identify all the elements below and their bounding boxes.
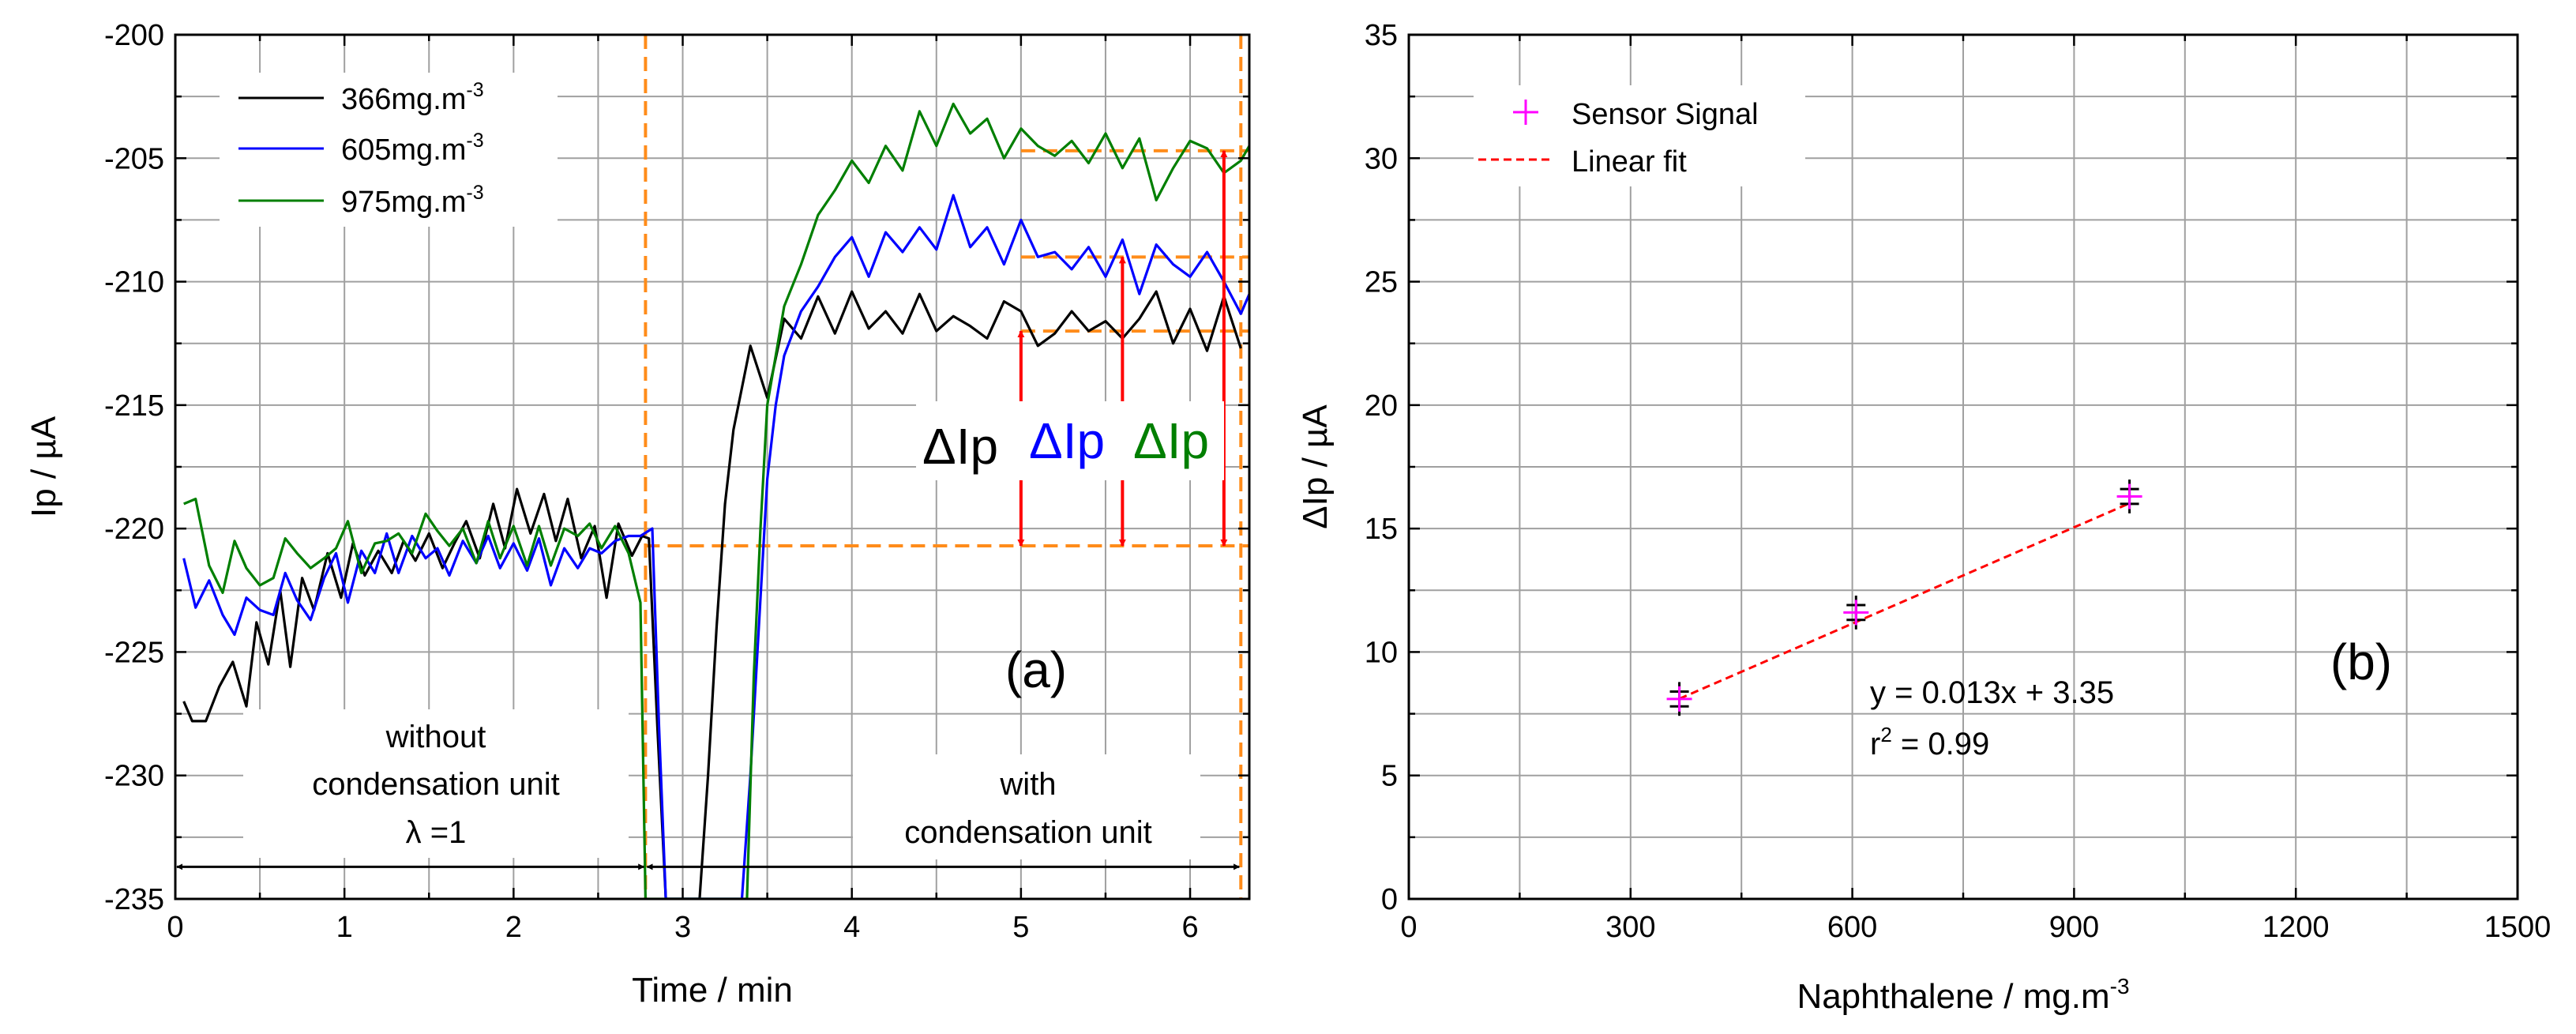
series-a [182, 102, 1249, 899]
ticks-b: 0 300 600 900 1200 1500 0 5 10 15 20 25 30 35 [1365, 19, 2552, 944]
a-ytick-label: -235 [104, 883, 164, 916]
svg-text:without: without [385, 720, 486, 754]
b-xtick-label: 1500 [2484, 911, 2552, 944]
delta-label-605: ΔIp [1029, 412, 1105, 469]
a-xtick-label: 3 [674, 911, 691, 944]
series-line-2 [183, 102, 1249, 899]
b-ytick-label: 20 [1365, 389, 1398, 423]
legend-label-975: 975mg.m-3 [341, 182, 484, 219]
a-xtick-label: 0 [167, 911, 183, 944]
annotation-without-condensation: without condensation unit λ =1 [243, 709, 629, 858]
panel-label-b: (b) [2330, 634, 2392, 690]
sensor-signal-point [1666, 686, 1692, 712]
a-ytick-label: -200 [104, 19, 164, 52]
b-ytick-label: 35 [1365, 19, 1398, 52]
b-ytick-label: 15 [1365, 513, 1398, 546]
y-axis-label-a: Ip / µA [24, 415, 63, 517]
b-xtick-label: 600 [1827, 911, 1877, 944]
svg-text:with: with [999, 767, 1056, 802]
b-ytick-label: 25 [1365, 266, 1398, 299]
b-xtick-label: 300 [1605, 911, 1655, 944]
chart-a: 0 1 2 3 4 5 6-235-230-225-220-215-210-205-200 … [24, 19, 1251, 1010]
linear-fit-line [1678, 502, 2131, 700]
svg-text:λ =1: λ =1 [406, 815, 467, 850]
delta-label-975: ΔIp [1133, 412, 1209, 469]
chart-b: 0 300 600 900 1200 1500 0 5 10 15 20 25 30 35 Sensor … [1296, 19, 2551, 1016]
a-ytick-label: -215 [104, 389, 164, 423]
series-line-1 [182, 194, 1249, 899]
legend-a: 366mg.m-3 605mg.m-3 975mg.m-3 [220, 73, 558, 227]
legend-label-sensor-signal: Sensor Signal [1572, 98, 1759, 131]
sensor-signal-point [1843, 600, 1869, 626]
x-axis-label-b: Naphthalene / mg.m-3 [1797, 974, 2129, 1016]
a-ytick-label: -225 [104, 636, 164, 669]
a-ytick-label: -230 [104, 760, 164, 793]
a-xtick-label: 5 [1012, 911, 1029, 944]
y-axis-label-b: ΔIp / µA [1296, 404, 1335, 529]
legend-swatch-sensor-signal [1513, 100, 1538, 125]
fit-r-squared: r2 = 0.99 [1870, 723, 1989, 761]
a-ytick-label: -205 [104, 142, 164, 175]
a-xtick-label: 4 [843, 911, 860, 944]
delta-label-366: ΔIp [922, 418, 998, 475]
sensor-signal-point [2116, 483, 2142, 509]
fit-equation: y = 0.013x + 3.35 [1870, 675, 2114, 710]
b-xtick-label: 900 [2049, 911, 2099, 944]
legend-label-366: 366mg.m-3 [341, 79, 484, 116]
delta-labels: ΔIp ΔIp ΔIp [916, 401, 1224, 480]
b-ytick-label: 30 [1365, 142, 1398, 175]
b-ytick-label: 0 [1381, 883, 1398, 916]
points-b [1666, 479, 2142, 716]
legend-label-605: 605mg.m-3 [341, 130, 484, 167]
svg-text:condensation unit: condensation unit [312, 767, 560, 802]
series-line-0 [182, 290, 1242, 899]
fit-line-b [1678, 502, 2131, 700]
a-ytick-label: -220 [104, 513, 164, 546]
panel-label-a: (a) [1005, 641, 1067, 698]
a-xtick-label: 2 [505, 911, 522, 944]
a-xtick-label: 6 [1181, 911, 1198, 944]
legend-b: Sensor Signal Linear fit [1474, 85, 1805, 186]
legend-label-linear-fit: Linear fit [1572, 145, 1687, 179]
a-ytick-label: -210 [104, 266, 164, 299]
grid-b [1409, 35, 2518, 899]
b-xtick-label: 0 [1400, 911, 1417, 944]
a-xtick-label: 1 [336, 911, 353, 944]
b-ytick-label: 5 [1381, 760, 1398, 793]
svg-text:condensation unit: condensation unit [904, 815, 1152, 850]
b-ytick-label: 10 [1365, 636, 1398, 669]
ticks-a: 0 1 2 3 4 5 6 -235 -230 -225 -220 -215 -210 -205 -200 [104, 19, 1249, 944]
b-xtick-label: 1200 [2262, 911, 2330, 944]
x-axis-label-a: Time / min [632, 971, 793, 1010]
annotation-with-condensation: with condensation unit [853, 754, 1200, 859]
